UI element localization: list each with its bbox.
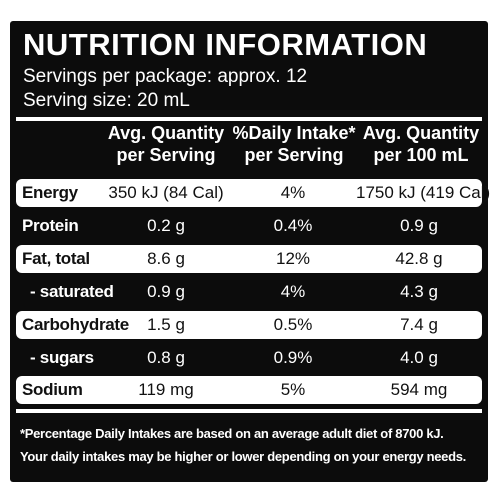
daily-intake-value: 0.4% [273, 216, 313, 235]
column-header-line: Avg. Quantity [362, 123, 480, 143]
per-100ml-value: 4.3 g [400, 282, 438, 301]
per-100ml-value: 42.8 g [395, 249, 443, 268]
column-header-line: per Serving [116, 145, 216, 165]
servings-per-package: Servings per package: approx. 12 [23, 66, 308, 87]
footnote-line: *Percentage Daily Intakes are based on a… [20, 426, 444, 441]
nutrient-row-sodium: Sodium 119 mg 5% 594 mg [16, 376, 482, 404]
footer-divider [16, 409, 482, 413]
daily-intake-value: 12% [275, 249, 311, 268]
column-header-line: per Serving [244, 145, 344, 165]
daily-intake-value: 5% [280, 380, 306, 399]
serving-size: Serving size: 20 mL [23, 90, 190, 111]
column-header-line: per 100 mL [373, 145, 469, 165]
per-serving-value: 0.9 g [147, 282, 185, 301]
per-100ml-value: 1750 kJ (419 Cal) [356, 183, 491, 202]
daily-intake-value: 4% [280, 282, 306, 301]
column-header-line: Avg. Quantity [107, 123, 225, 143]
nutrient-row-energy: Energy 350 kJ (84 Cal) 4% 1750 kJ (419 C… [16, 179, 491, 207]
per-100ml-value: 0.9 g [400, 216, 438, 235]
footnote-line: Your daily intakes may be higher or lowe… [20, 449, 466, 464]
panel-title: NUTRITION INFORMATION [23, 27, 428, 62]
nutrient-name: - saturated [30, 282, 114, 301]
nutrient-row-fat-total: Fat, total 8.6 g 12% 42.8 g [16, 245, 482, 273]
per-100ml-value: 4.0 g [400, 348, 438, 367]
per-serving-value: 0.2 g [147, 216, 185, 235]
per-serving-value: 119 mg [138, 380, 194, 399]
nutrient-name: Sodium [22, 380, 83, 399]
daily-intake-value: 0.5% [273, 315, 313, 334]
per-serving-value: 0.8 g [147, 348, 185, 367]
daily-intake-value: 0.9% [273, 348, 313, 367]
nutrient-name: - sugars [30, 348, 94, 367]
per-serving-value: 350 kJ (84 Cal) [108, 183, 224, 202]
column-header-daily-intake: %Daily Intake* per Serving [230, 122, 358, 172]
per-serving-value: 8.6 g [147, 249, 185, 268]
nutrient-name: Energy [22, 183, 78, 202]
nutrient-row-protein: Protein 0.2 g 0.4% 0.9 g [16, 212, 482, 240]
per-100ml-value: 594 mg [390, 380, 448, 399]
column-header-per-100ml: Avg. Quantity per 100 mL [358, 122, 484, 172]
nutrient-name: Protein [22, 216, 79, 235]
nutrient-name: Fat, total [22, 249, 90, 268]
per-100ml-value: 7.4 g [400, 315, 438, 334]
column-header-per-serving: Avg. Quantity per Serving [106, 122, 226, 172]
nutrient-row-carbohydrate: Carbohydrate 1.5 g 0.5% 7.4 g [16, 311, 482, 339]
nutrient-row-sugars: - sugars 0.8 g 0.9% 4.0 g [16, 344, 482, 372]
daily-intake-value: 4% [280, 183, 306, 202]
header-divider [16, 117, 482, 121]
per-serving-value: 1.5 g [147, 315, 185, 334]
nutrient-row-saturated: - saturated 0.9 g 4% 4.3 g [16, 278, 482, 306]
nutrition-panel: NUTRITION INFORMATION Servings per packa… [10, 21, 491, 482]
column-header-line: %Daily Intake* [232, 123, 356, 143]
nutrient-name: Carbohydrate [22, 315, 129, 334]
